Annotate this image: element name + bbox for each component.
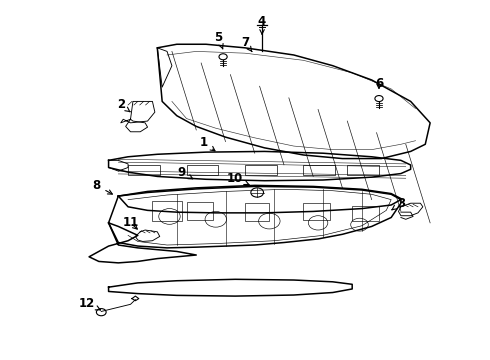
Text: 4: 4 [258, 14, 266, 34]
Bar [245, 203, 270, 221]
Bar [152, 202, 182, 221]
Text: 9: 9 [177, 166, 193, 179]
Text: 7: 7 [241, 36, 252, 51]
Text: 5: 5 [214, 31, 223, 49]
Text: 6: 6 [375, 77, 383, 90]
Bar [128, 165, 160, 175]
Text: 10: 10 [227, 172, 249, 185]
Bar [187, 165, 218, 175]
Bar [352, 206, 379, 221]
Text: 8: 8 [92, 179, 112, 194]
Bar [187, 202, 213, 220]
Text: 3: 3 [392, 197, 405, 210]
Bar [303, 203, 330, 220]
Bar [245, 165, 277, 175]
Text: 2: 2 [117, 99, 130, 112]
Bar [347, 165, 379, 175]
Bar [303, 165, 335, 175]
Text: 12: 12 [78, 297, 100, 310]
Text: 11: 11 [122, 216, 139, 229]
Text: 1: 1 [199, 136, 215, 151]
